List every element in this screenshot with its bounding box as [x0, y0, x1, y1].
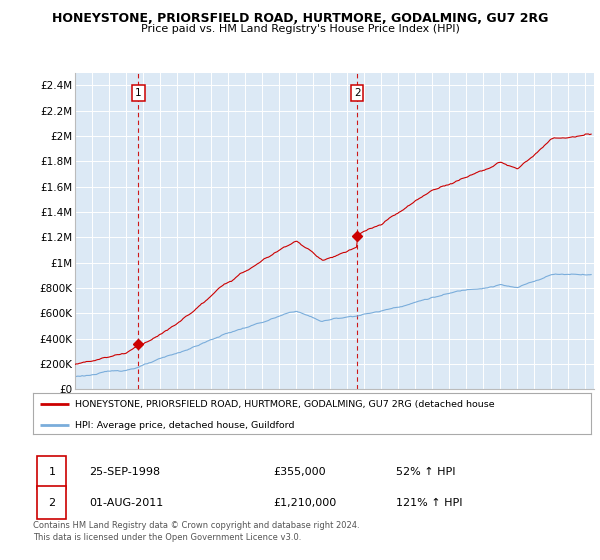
Text: 01-AUG-2011: 01-AUG-2011 [89, 498, 163, 507]
Text: 2: 2 [49, 498, 56, 507]
Text: Price paid vs. HM Land Registry's House Price Index (HPI): Price paid vs. HM Land Registry's House … [140, 24, 460, 34]
Text: 52% ↑ HPI: 52% ↑ HPI [396, 468, 455, 477]
Text: 1: 1 [49, 468, 55, 477]
Text: This data is licensed under the Open Government Licence v3.0.: This data is licensed under the Open Gov… [33, 533, 301, 542]
Text: 1: 1 [135, 88, 142, 99]
FancyBboxPatch shape [37, 486, 67, 519]
Text: Contains HM Land Registry data © Crown copyright and database right 2024.: Contains HM Land Registry data © Crown c… [33, 521, 359, 530]
Text: £355,000: £355,000 [273, 468, 326, 477]
Text: 2: 2 [354, 88, 361, 99]
Text: HONEYSTONE, PRIORSFIELD ROAD, HURTMORE, GODALMING, GU7 2RG: HONEYSTONE, PRIORSFIELD ROAD, HURTMORE, … [52, 12, 548, 25]
Text: 25-SEP-1998: 25-SEP-1998 [89, 468, 160, 477]
Text: £1,210,000: £1,210,000 [273, 498, 336, 507]
FancyBboxPatch shape [37, 456, 67, 489]
Text: 121% ↑ HPI: 121% ↑ HPI [396, 498, 462, 507]
Text: HPI: Average price, detached house, Guildford: HPI: Average price, detached house, Guil… [75, 421, 295, 430]
Text: HONEYSTONE, PRIORSFIELD ROAD, HURTMORE, GODALMING, GU7 2RG (detached house: HONEYSTONE, PRIORSFIELD ROAD, HURTMORE, … [75, 400, 494, 409]
